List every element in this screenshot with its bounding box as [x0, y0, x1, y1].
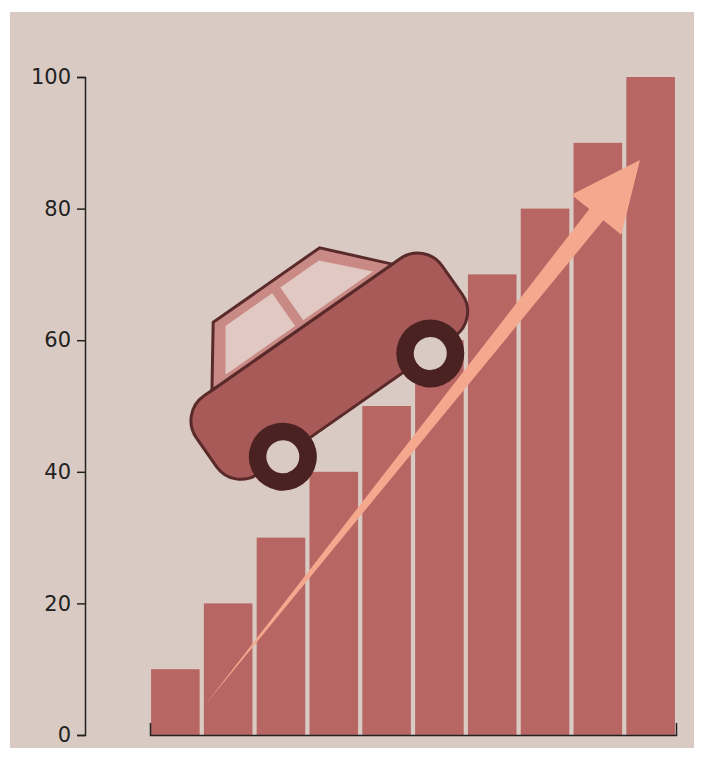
y-tick-label: 20: [44, 592, 71, 616]
y-tick-label: 0: [58, 723, 71, 747]
x-axis: [151, 723, 677, 736]
car-rim: [405, 328, 455, 378]
y-tick-mark: [77, 603, 85, 605]
car-window: [203, 239, 373, 375]
y-tick-label: 100: [31, 65, 71, 89]
y-tick: 0: [58, 723, 85, 747]
chart: 0 20 40 60 80 100: [0, 0, 704, 760]
y-axis-line: [77, 78, 86, 736]
bar: [204, 603, 253, 735]
y-tick-mark: [77, 208, 85, 210]
plot: 0 20 40 60 80 100: [31, 65, 677, 747]
y-tick: 20: [44, 592, 85, 616]
y-tick-label: 80: [44, 197, 71, 221]
y-axis: 0 20 40 60 80 100: [31, 65, 86, 747]
bar: [151, 669, 200, 735]
y-tick: 40: [44, 460, 85, 484]
y-tick-mark: [77, 340, 85, 342]
y-tick: 60: [44, 328, 85, 352]
y-tick: 80: [44, 197, 85, 221]
car-wheel: [235, 409, 330, 504]
y-tick: 100: [31, 65, 85, 89]
trend-arrow: [205, 160, 640, 705]
y-tick-mark: [77, 472, 85, 474]
car-roof: [180, 219, 392, 390]
car-illustration: [148, 196, 499, 519]
car-rim: [258, 432, 308, 482]
bars: [151, 77, 675, 735]
y-tick-mark: [77, 735, 85, 737]
y-tick-label: 40: [44, 460, 71, 484]
bar: [415, 340, 464, 735]
y-tick-mark: [77, 77, 85, 79]
bar: [309, 472, 358, 735]
bar: [257, 538, 306, 735]
x-axis-line: [151, 723, 677, 736]
background: [10, 12, 694, 748]
y-tick-label: 60: [44, 328, 71, 352]
